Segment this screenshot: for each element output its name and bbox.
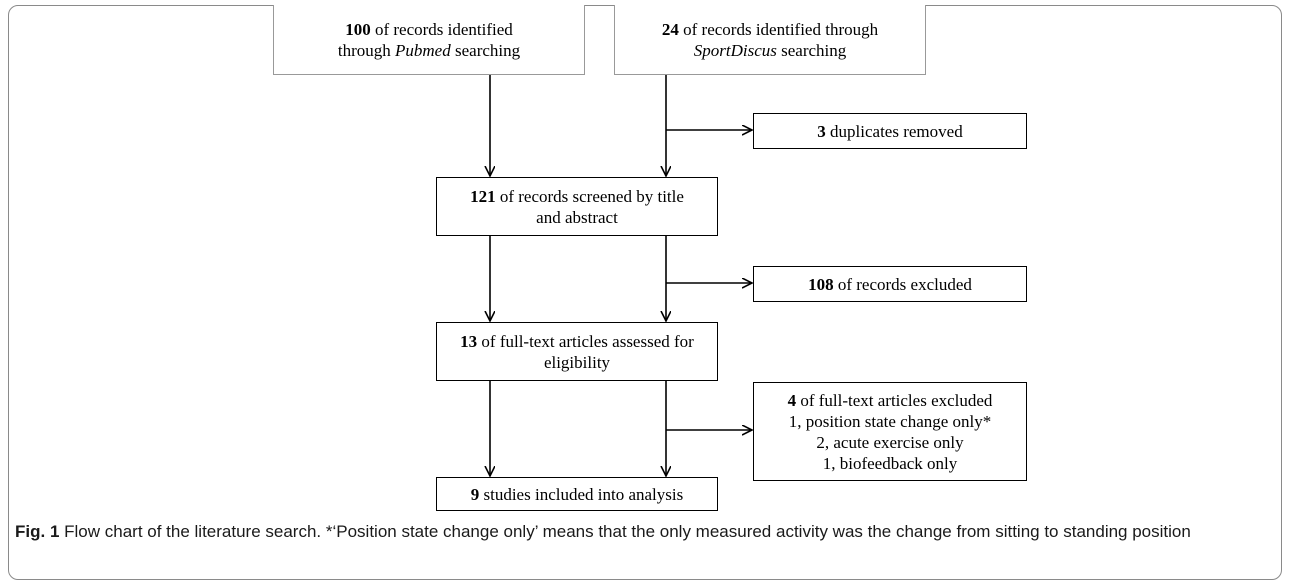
fulltext-excluded-reason-3: 1, biofeedback only [822,453,958,473]
records-excluded-box: 108 of records excluded [753,266,1027,302]
sportdiscus-line1: of records identified through [678,19,879,39]
included-label: studies included into analysis [479,484,684,504]
fulltext-excluded-line1: of full-text articles excluded [796,390,993,410]
fulltext-excluded-count: 4 [787,390,797,410]
sportdiscus-count: 24 [661,19,679,39]
sportdiscus-source: SportDiscus [693,40,777,60]
pubmed-line2-post: searching [450,40,521,60]
fulltext-excluded-reason-1: 1, position state change only* [788,411,992,431]
sportdiscus-line2-post: searching [776,40,847,60]
screened-records-box: 121 of records screened by title and abs… [436,177,718,236]
duplicates-removed-box: 3 duplicates removed [753,113,1027,149]
pubmed-records-box: 100 of records identified through Pubmed… [273,5,585,75]
pubmed-line2-pre: through [337,40,396,60]
pubmed-line1: of records identified [370,19,513,39]
fulltext-count: 13 [460,331,478,351]
caption-text: Flow chart of the literature search. *‘P… [59,522,1191,541]
figure-caption: Fig. 1 Flow chart of the literature sear… [15,521,1270,543]
fulltext-line2: eligibility [543,352,611,372]
included-count: 9 [470,484,480,504]
caption-label: Fig. 1 [15,522,60,541]
fulltext-excluded-reason-2: 2, acute exercise only [816,432,964,452]
sportdiscus-records-box: 24 of records identified through SportDi… [614,5,926,75]
studies-included-box: 9 studies included into analysis [436,477,718,511]
fulltext-line1: of full-text articles assessed for [477,331,694,351]
pubmed-count: 100 [345,19,371,39]
duplicates-count: 3 [817,121,826,141]
screened-line1: of records screened by title [495,186,684,206]
fulltext-assessed-box: 13 of full-text articles assessed for el… [436,322,718,381]
screened-count: 121 [470,186,496,206]
fulltext-excluded-box: 4 of full-text articles excluded 1, posi… [753,382,1027,481]
excluded-records-count: 108 [808,274,834,294]
duplicates-label: duplicates removed [825,121,963,141]
screened-line2: and abstract [536,207,618,227]
pubmed-source: Pubmed [395,40,451,60]
excluded-records-label: of records excluded [833,274,972,294]
